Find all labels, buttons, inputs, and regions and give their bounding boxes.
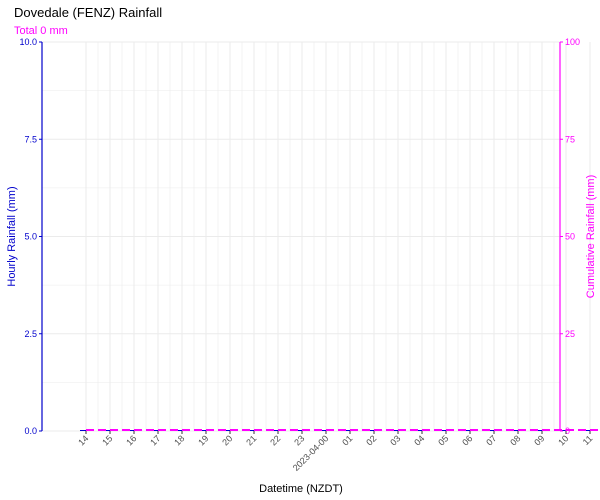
x-tick-label: 23 xyxy=(292,433,306,447)
right-axis-title: Cumulative Rainfall (mm) xyxy=(585,175,597,298)
x-tick-label: 08 xyxy=(508,433,522,447)
chart-subtitle: Total 0 mm xyxy=(14,25,68,37)
right-axis-ticks: 0 25 50 75 100 xyxy=(560,37,580,436)
grid-lines xyxy=(42,41,591,432)
left-tick-label: 2.5 xyxy=(24,329,37,339)
x-tick-label: 17 xyxy=(148,433,162,447)
left-tick-label: 7.5 xyxy=(24,134,37,144)
left-axis-ticks: 0.0 2.5 5.0 7.5 10.0 xyxy=(19,37,42,436)
x-tick-label: 11 xyxy=(581,433,595,447)
left-tick-label: 0.0 xyxy=(24,426,37,436)
left-tick-label: 10.0 xyxy=(19,37,37,47)
x-tick-label: 05 xyxy=(436,433,450,447)
x-tick-label: 15 xyxy=(100,433,114,447)
right-tick-label: 50 xyxy=(565,232,575,242)
left-tick-label: 5.0 xyxy=(24,232,37,242)
x-tick-label: 01 xyxy=(340,433,354,447)
right-tick-label: 25 xyxy=(565,329,575,339)
x-tick-label: 04 xyxy=(412,433,426,447)
x-tick-label: 03 xyxy=(388,433,402,447)
x-tick-label: 06 xyxy=(460,433,474,447)
x-tick-label: 20 xyxy=(220,433,234,447)
right-tick-label: 0 xyxy=(565,426,570,436)
x-tick-label: 14 xyxy=(76,433,90,447)
chart-title: Dovedale (FENZ) Rainfall xyxy=(14,5,162,20)
x-tick-label: 02 xyxy=(364,433,378,447)
x-axis-title: Datetime (NZDT) xyxy=(259,483,343,495)
x-tick-label: 07 xyxy=(484,433,498,447)
right-tick-label: 75 xyxy=(565,134,575,144)
x-tick-label: 21 xyxy=(244,433,258,447)
x-tick-label: 09 xyxy=(532,433,546,447)
left-axis-title: Hourly Rainfall (mm) xyxy=(6,186,18,286)
right-tick-label: 100 xyxy=(565,37,580,47)
x-tick-label: 16 xyxy=(124,433,138,447)
x-tick-label: 19 xyxy=(196,433,210,447)
x-tick-label: 18 xyxy=(172,433,186,447)
x-tick-label: 22 xyxy=(268,433,282,447)
